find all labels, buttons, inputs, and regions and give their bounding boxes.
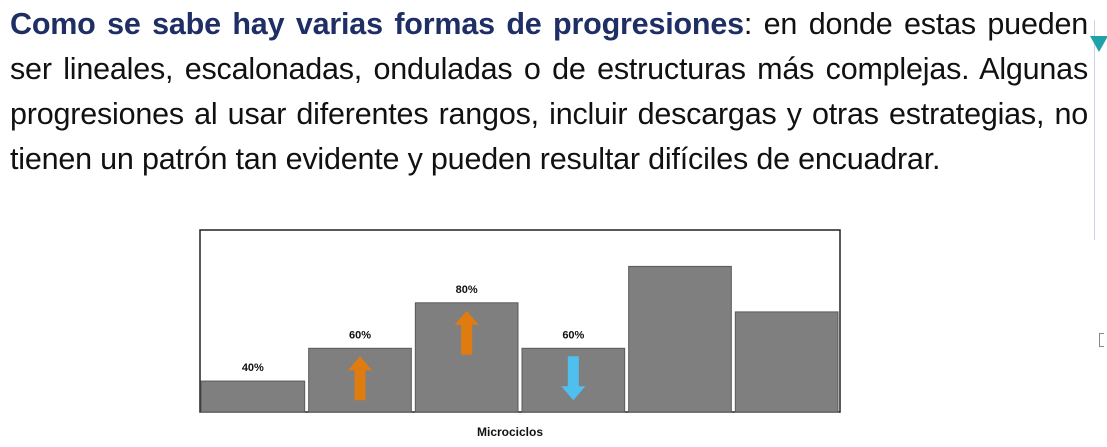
chart-frame [199,229,841,413]
bar-1 [200,380,306,413]
arrow-up-icon [454,310,479,355]
slide-edge-line [1094,20,1095,240]
bar-group: 40% 60% 80% 60% [200,265,839,413]
slide-edge-triangle-icon [1090,36,1107,52]
arrow-up-icon [348,356,372,401]
x-axis-label: Microciclos [477,425,543,439]
data-label-3: 80% [456,284,478,296]
data-label-4: 60% [562,329,584,341]
bar-6 [734,311,839,413]
slide-edge-bracket [1099,333,1104,347]
data-label-1: 40% [242,362,264,374]
data-label-2: 60% [349,329,371,341]
arrow-down-icon [561,356,586,401]
paragraph-lead: Como se sabe hay varias formas de progre… [10,7,744,41]
paragraph-body: : en donde estas pueden ser lineales, es… [10,7,1088,176]
intro-paragraph: Como se sabe hay varias formas de progre… [10,2,1088,182]
bar-5 [628,265,732,413]
